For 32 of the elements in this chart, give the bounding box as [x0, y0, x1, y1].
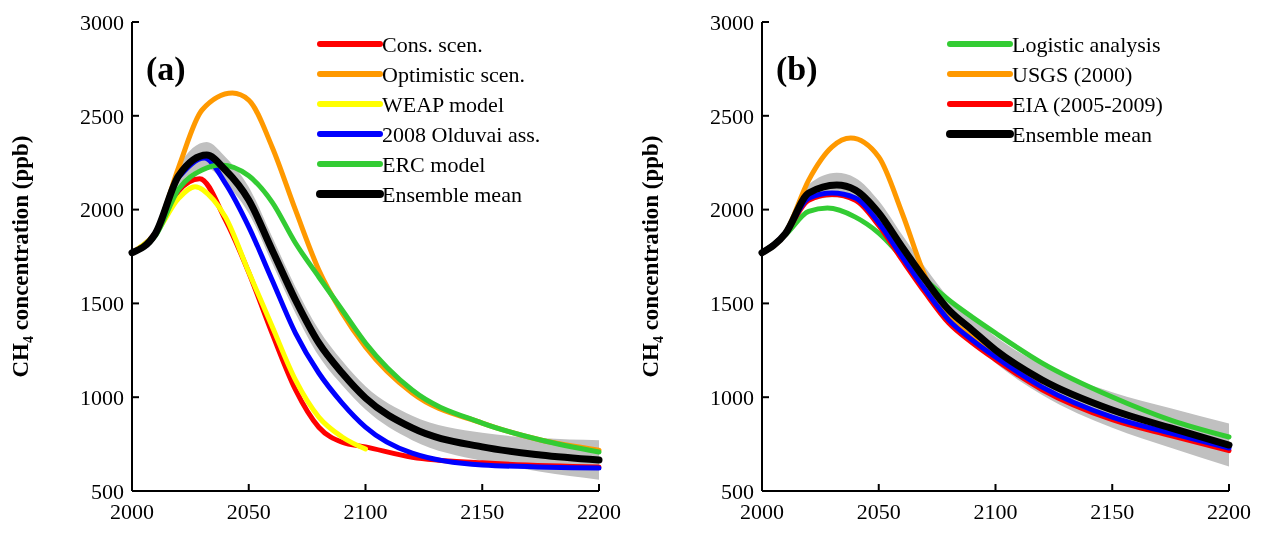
y-tick-label: 3000	[710, 9, 754, 35]
x-tick-label: 2150	[1090, 499, 1135, 524]
x-tick-label: 2100	[343, 499, 388, 524]
x-tick-label: 2050	[856, 499, 901, 524]
x-tick-label: 2050	[226, 499, 271, 524]
y-tick-label: 1500	[80, 291, 124, 317]
legend-label: Logistic analysis	[1012, 31, 1161, 57]
y-tick-label: 1000	[710, 384, 754, 410]
y-tick-label: 1500	[710, 291, 754, 317]
legend-label: Cons. scen.	[382, 31, 483, 57]
legend-label: ERC model	[382, 151, 486, 177]
y-tick-label: 3000	[80, 9, 124, 35]
legend-label: Ensemble mean	[382, 181, 522, 207]
legend-label: USGS (2000)	[1012, 61, 1133, 87]
y-axis-title: CH₄ concentration (ppb)	[8, 135, 33, 378]
x-tick-label: 2100	[973, 499, 1018, 524]
x-tick-label: 2150	[460, 499, 505, 524]
y-tick-label: 2500	[80, 103, 124, 129]
legend-label: EIA (2005-2009)	[1012, 91, 1163, 117]
y-axis-title: CH₄ concentration (ppb)	[638, 135, 663, 378]
legend-label: 2008 Olduvai ass.	[382, 121, 541, 147]
legend-label: Optimistic scen.	[382, 61, 525, 87]
x-tick-label: 2200	[577, 499, 621, 524]
text: (a)	[146, 50, 186, 88]
y-tick-label: 2000	[710, 197, 754, 223]
y-tick-label: 1000	[80, 384, 124, 410]
legend-label: WEAP model	[382, 91, 504, 117]
x-tick-label: 2200	[1207, 499, 1251, 524]
legend-label: Ensemble mean	[1012, 121, 1152, 147]
text: (b)	[776, 50, 818, 88]
y-tick-label: 2500	[710, 103, 754, 129]
y-tick-label: 2000	[80, 197, 124, 223]
